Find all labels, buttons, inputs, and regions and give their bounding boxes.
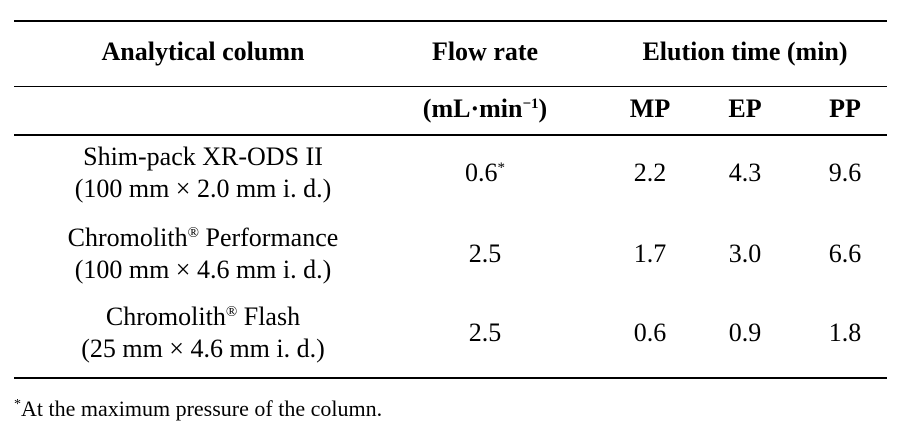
footnote-mark: * — [14, 397, 21, 412]
row2-name-b: Performance — [198, 223, 339, 252]
row2-name-a: Chromolith — [67, 223, 188, 252]
row2-mp: 1.7 — [633, 239, 667, 268]
table-footnote: *At the maximum pressure of the column. — [14, 396, 382, 422]
row3-registered-mark: ® — [225, 304, 238, 320]
row1-flow-rate: 0.6* — [405, 157, 565, 189]
row2-column-name: Chromolith® Performance — [14, 222, 392, 254]
row3-pp: 1.8 — [828, 318, 862, 347]
row3-name-b: Flash — [237, 302, 301, 331]
header-bottom-rule — [14, 134, 887, 136]
row2-column-dims: (100 mm × 4.6 mm i. d.) — [74, 255, 332, 284]
units-suffix: ) — [538, 94, 548, 123]
row2-flow-rate: 2.5 — [468, 239, 502, 268]
header-flow-rate: Flow rate — [431, 37, 539, 66]
row1-mp: 2.2 — [633, 158, 667, 187]
top-rule — [14, 20, 887, 22]
header-mp: MP — [629, 94, 671, 123]
row3-flow-rate: 2.5 — [468, 318, 502, 347]
footnote-text: At the maximum pressure of the column. — [21, 396, 383, 421]
bottom-rule — [14, 377, 887, 379]
row2-pp: 6.6 — [828, 239, 862, 268]
row1-column-name: Shim-pack XR-ODS II — [83, 142, 323, 171]
row1-flow-mark: * — [497, 160, 506, 176]
header-flow-units: (mL·min−1) — [405, 93, 565, 125]
row1-column-dims: (100 mm × 2.0 mm i. d.) — [74, 174, 332, 203]
row1-flow-value: 0.6 — [465, 158, 498, 187]
row1-ep: 4.3 — [728, 158, 762, 187]
header-divider — [14, 86, 887, 87]
units-exponent: −1 — [522, 96, 539, 112]
header-analytical-column: Analytical column — [101, 37, 305, 66]
row3-column-name: Chromolith® Flash — [14, 301, 392, 333]
row3-name-a: Chromolith — [105, 302, 226, 331]
header-pp: PP — [829, 94, 861, 123]
header-ep: EP — [728, 94, 762, 123]
row3-column-dims: (25 mm × 4.6 mm i. d.) — [81, 334, 325, 363]
header-elution-time: Elution time (min) — [642, 37, 848, 66]
units-prefix: (mL·min — [422, 94, 523, 123]
row3-mp: 0.6 — [633, 318, 667, 347]
row1-pp: 9.6 — [828, 158, 862, 187]
row2-registered-mark: ® — [187, 225, 199, 241]
row2-ep: 3.0 — [728, 239, 762, 268]
row3-ep: 0.9 — [728, 318, 762, 347]
